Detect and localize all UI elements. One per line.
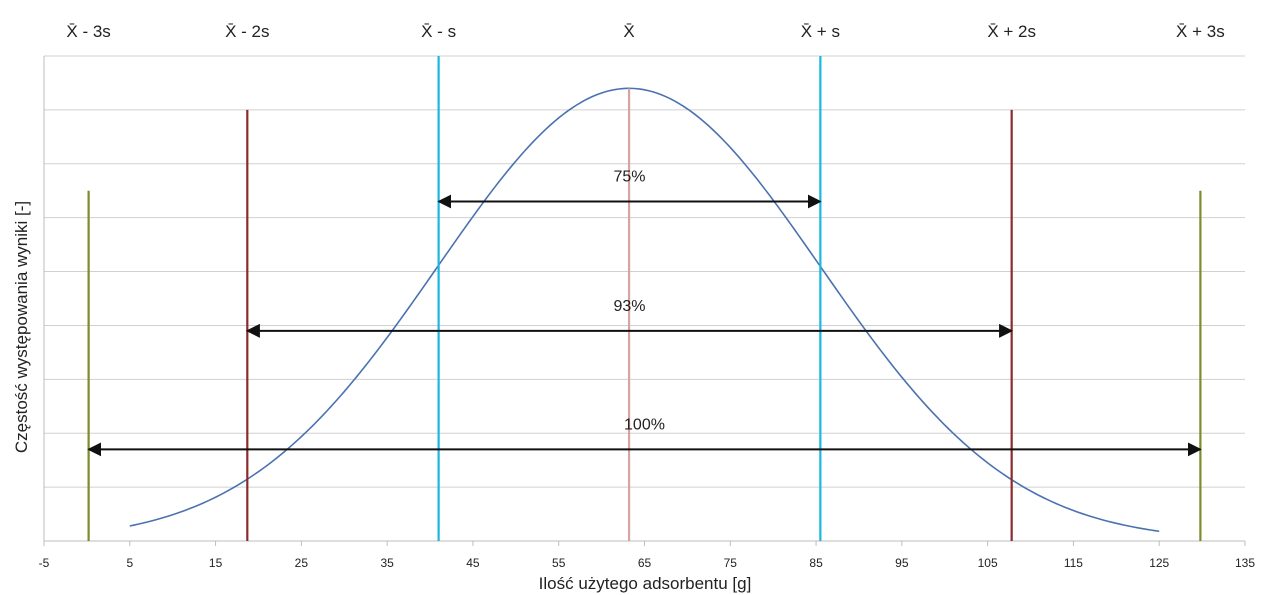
x-axis-ticks: -5 5 15 25 35 45 55 65 75 85 95 105 115 125 135: [39, 541, 1255, 570]
interval-label: 100%: [624, 416, 665, 433]
interval-label: 75%: [613, 169, 645, 186]
x-tick-label: 115: [1064, 556, 1083, 570]
x-tick-label: 135: [1235, 556, 1255, 570]
gridlines: [43, 55, 1245, 542]
interval-label: 93%: [613, 298, 645, 315]
x-tick-label: 95: [895, 556, 909, 570]
x-tick-label: 35: [380, 556, 394, 570]
sigma-label: X̄: [623, 22, 634, 41]
sigma-label: X̄ - 2s: [225, 22, 269, 41]
x-tick-label: 75: [724, 556, 738, 570]
x-tick-label: 105: [978, 556, 998, 570]
x-tick-label: 55: [552, 556, 566, 570]
sigma-label: X̄ + 2s: [987, 22, 1036, 41]
x-axis-title: Ilość użytego adsorbentu [g]: [539, 574, 752, 593]
sigma-label: X̄ - 3s: [66, 22, 110, 41]
y-axis-title: Częstość występowania wyniki [-]: [12, 201, 31, 453]
x-tick-label: -5: [39, 556, 50, 570]
x-tick-label: 45: [466, 556, 480, 570]
sigma-label: X̄ - s: [421, 22, 456, 41]
x-tick-label: 15: [209, 556, 223, 570]
x-tick-label: 85: [809, 556, 823, 570]
x-tick-label: 5: [126, 556, 133, 570]
sigma-labels: X̄ - 3s X̄ - 2s X̄ - s X̄ X̄ + s X̄ + 2s X̄ + …: [66, 22, 1224, 41]
sigma-label: X̄ + s: [801, 22, 840, 41]
curve-layer: [129, 87, 1160, 533]
x-tick-label: 65: [638, 556, 652, 570]
distribution-curve: [129, 87, 1160, 533]
sigma-label: X̄ + 3s: [1176, 22, 1225, 41]
interval-arrows: 75% 93% 100%: [87, 169, 1202, 457]
x-tick-label: 125: [1149, 556, 1169, 570]
x-tick-label: 25: [295, 556, 309, 570]
